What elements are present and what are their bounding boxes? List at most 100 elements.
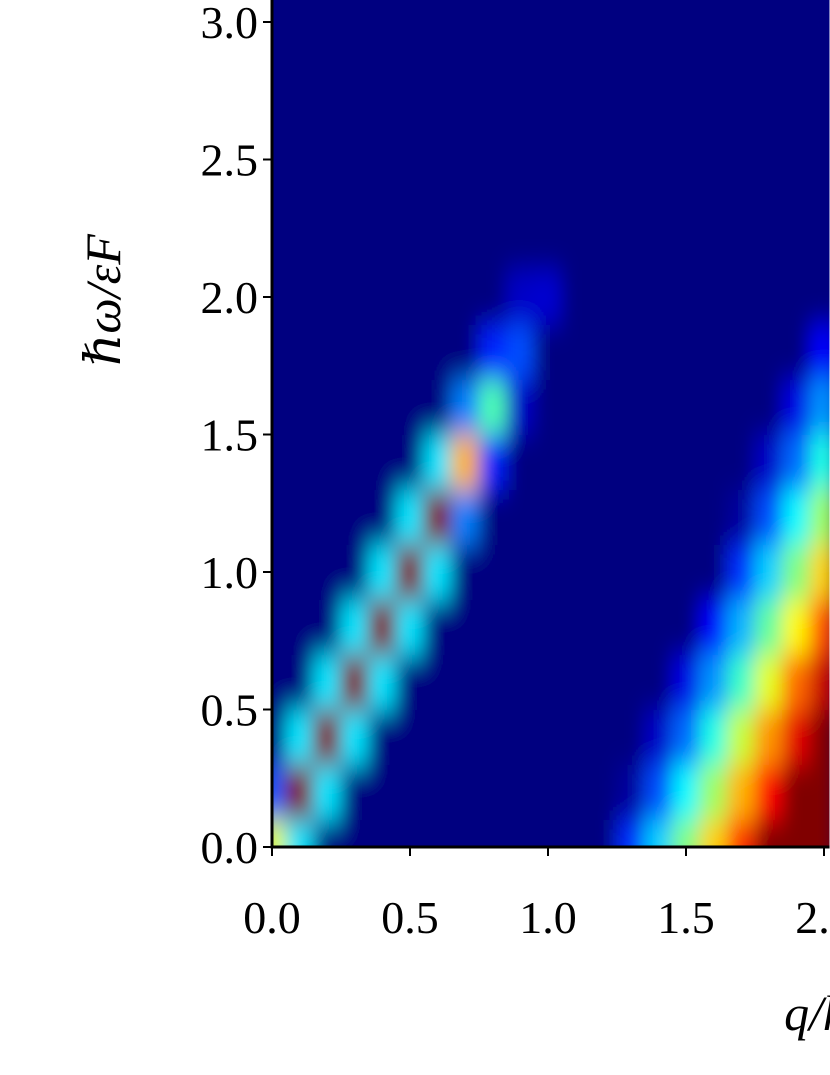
heatmap-cell xyxy=(561,544,590,600)
heatmap-cell xyxy=(272,269,287,325)
heatmap-cell xyxy=(285,269,314,325)
heatmap-cell xyxy=(588,654,618,710)
heatmap-cell xyxy=(368,49,397,105)
heatmap-cell xyxy=(478,434,508,490)
heatmap-cell xyxy=(450,544,480,600)
heatmap-cell xyxy=(272,0,287,50)
heatmap-cell xyxy=(809,709,830,765)
heatmap-cell xyxy=(506,0,535,50)
heatmap-cell xyxy=(726,489,756,545)
heatmap-cell xyxy=(754,104,784,160)
heatmap-cell xyxy=(561,819,590,847)
y-tick-label: 3.0 xyxy=(201,0,259,48)
heatmap-cell xyxy=(561,709,590,765)
heatmap-cell xyxy=(726,379,756,435)
heatmap-cell xyxy=(699,104,728,160)
heatmap-cell xyxy=(395,819,425,847)
heatmap-cell xyxy=(644,709,673,765)
heatmap-cell xyxy=(644,599,673,655)
heatmap-cell xyxy=(478,104,508,160)
heatmap-cell xyxy=(478,49,508,105)
heatmap-cell xyxy=(644,269,673,325)
heatmap-cell xyxy=(782,324,811,380)
heatmap-cell xyxy=(616,324,646,380)
heatmap-cell xyxy=(616,709,646,765)
heatmap-cell xyxy=(450,0,480,50)
heatmap-cell xyxy=(533,0,563,50)
heatmap-cell xyxy=(478,214,508,270)
heatmap-cell xyxy=(423,599,452,655)
heatmap-cell xyxy=(782,764,811,820)
heatmap-cell xyxy=(754,709,784,765)
heatmap-cell xyxy=(285,0,314,50)
heatmap-cell xyxy=(726,434,756,490)
heatmap-cell xyxy=(450,49,480,105)
heatmap-cell xyxy=(671,654,701,710)
heatmap-cell xyxy=(533,434,563,490)
heatmap-cell xyxy=(285,544,314,600)
heatmap-cell xyxy=(423,434,452,490)
heatmap-cell xyxy=(368,434,397,490)
heatmap-cell xyxy=(506,324,535,380)
heatmap-cell xyxy=(478,654,508,710)
heatmap-cell xyxy=(616,159,646,215)
y-tick-label: 2.0 xyxy=(201,272,259,323)
heatmap-cell xyxy=(368,379,397,435)
heatmap-cell xyxy=(395,324,425,380)
heatmap-cell xyxy=(671,104,701,160)
heatmap-cell xyxy=(478,269,508,325)
heatmap-cell xyxy=(809,819,830,847)
heatmap-cell xyxy=(312,489,342,545)
heatmap-cell xyxy=(782,654,811,710)
heatmap-cell xyxy=(754,379,784,435)
heatmap-cell xyxy=(671,159,701,215)
heatmap-cell xyxy=(506,379,535,435)
heatmap-cell xyxy=(450,434,480,490)
heatmap-cell xyxy=(450,104,480,160)
heatmap-cell xyxy=(272,489,287,545)
heatmap-cell xyxy=(340,489,370,545)
heatmap-cell xyxy=(809,599,830,655)
heatmap-cell xyxy=(506,159,535,215)
heatmap-cell xyxy=(616,214,646,270)
heatmap-cell xyxy=(450,379,480,435)
heatmap-cell xyxy=(644,434,673,490)
heatmap-cell xyxy=(340,159,370,215)
heatmap-cell xyxy=(754,764,784,820)
heatmap-cell xyxy=(644,214,673,270)
heatmap-cell xyxy=(533,709,563,765)
heatmap-cell xyxy=(423,104,452,160)
heatmap-cell xyxy=(588,214,618,270)
heatmap-cell xyxy=(809,104,830,160)
heatmap-cell xyxy=(561,764,590,820)
heatmap-cell xyxy=(450,214,480,270)
heatmap-cell xyxy=(506,654,535,710)
heatmap-cell xyxy=(644,159,673,215)
heatmap-cell xyxy=(340,269,370,325)
heatmap-cell xyxy=(533,819,563,847)
heatmap-cell xyxy=(285,159,314,215)
heatmap-cell xyxy=(671,269,701,325)
heatmap-cell xyxy=(588,49,618,105)
heatmap-cell xyxy=(340,544,370,600)
heatmap-cell xyxy=(533,159,563,215)
heatmap-cell xyxy=(588,379,618,435)
heatmap-cell xyxy=(368,0,397,50)
heatmap-cell xyxy=(616,819,646,847)
heatmap-cell xyxy=(754,269,784,325)
heatmap-cell xyxy=(423,49,452,105)
heatmap-cell xyxy=(561,379,590,435)
heatmap-cell xyxy=(616,764,646,820)
heatmap-cell xyxy=(782,159,811,215)
heatmap-cell xyxy=(726,544,756,600)
heatmap-cell xyxy=(533,764,563,820)
heatmap-cell xyxy=(588,489,618,545)
heatmap-cell xyxy=(754,324,784,380)
heatmap-cell xyxy=(506,599,535,655)
heatmap-cell xyxy=(285,709,314,765)
heatmap-cell xyxy=(616,544,646,600)
x-tick-label: 0.5 xyxy=(381,892,439,943)
heatmap-cell xyxy=(782,379,811,435)
heatmap-cell xyxy=(450,599,480,655)
heatmap-cell xyxy=(616,599,646,655)
